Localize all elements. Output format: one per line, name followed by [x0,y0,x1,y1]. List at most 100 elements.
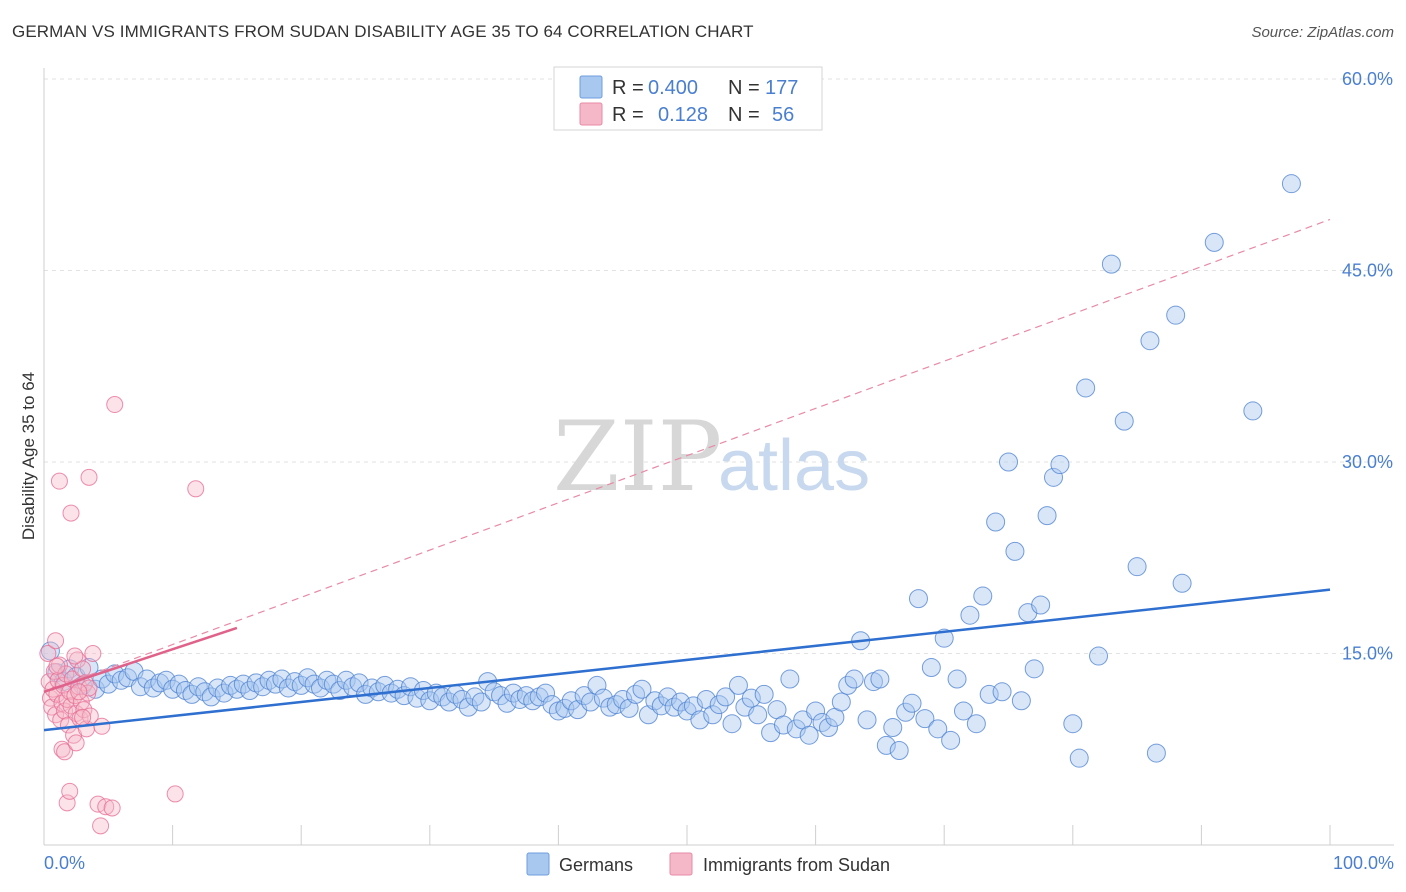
data-point [240,681,260,701]
data-point [986,512,1006,532]
stats-r-label-germans: R = [612,77,644,99]
data-point [497,693,517,713]
data-point [67,734,85,752]
data-point [97,798,115,816]
data-point [889,741,909,761]
data-point [53,740,71,758]
data-point [844,669,864,689]
data-point [870,669,890,689]
x-tick-label-max: 100.0% [1333,853,1394,873]
data-point [883,718,903,738]
legend-label-sudan: Immigrants from Sudan [703,855,890,875]
data-point [966,714,986,734]
data-point [80,468,98,486]
trend-lines [43,218,1331,732]
data-point [748,705,768,725]
data-point [61,782,79,800]
data-point [1243,401,1263,421]
stats-n-label-sudan: N = [728,104,760,126]
data-point [166,785,184,803]
data-point [973,586,993,606]
data-point [188,677,208,697]
data-point [928,719,948,739]
data-point [330,681,350,701]
data-point [1166,305,1186,325]
data-point [831,692,851,712]
data-point [1044,467,1064,487]
data-point [92,817,110,835]
data-point [84,645,102,662]
data-point [1114,411,1134,431]
data-point [471,692,491,712]
y-tick-label: 60.0% [1342,69,1393,89]
data-point [1089,646,1109,666]
x-tick-label-min: 0.0% [44,853,85,873]
stats-r-value-germans: 0.400 [648,77,698,99]
data-point [606,695,626,715]
series-sudan [39,396,205,835]
data-point [1063,714,1083,734]
data-point [420,691,440,711]
data-point [934,628,954,648]
data-point [716,687,736,707]
data-point [818,718,838,738]
stats-legend: R = 0.400 N = 177 R = 0.128 N = 56 [553,66,823,131]
stats-r-value-sudan: 0.128 [658,104,708,126]
data-point [1101,254,1121,274]
data-point [349,673,369,693]
data-point [1146,743,1166,763]
data-point [581,692,601,712]
data-point [619,698,639,718]
data-point [1031,595,1051,615]
data-point [947,669,967,689]
stats-r-label-sudan: R = [612,104,644,126]
data-point [70,683,88,701]
data-point [39,645,57,662]
data-point [992,682,1012,702]
data-point [754,684,774,704]
watermark-atlas: atlas [718,426,870,506]
data-point [902,693,922,713]
data-point [632,679,652,699]
data-point [915,709,935,729]
data-point [812,712,832,732]
data-point [1005,541,1025,561]
watermark-zip: ZIP [553,401,722,513]
data-point [98,674,118,694]
data-point [74,660,92,678]
stats-n-label-germans: N = [728,77,760,99]
data-point [1011,691,1031,711]
data-point [1172,573,1192,593]
source-label: Source: ZipAtlas.com [1251,24,1394,41]
data-point [40,641,60,661]
data-point [62,504,80,522]
data-point [690,710,710,730]
data-point [56,743,74,761]
stats-n-value-germans: 177 [765,77,798,99]
data-point [1069,748,1089,768]
legend-swatch-germans [526,852,550,876]
y-tick-label: 45.0% [1342,261,1393,281]
data-point [1076,378,1096,398]
data-point [780,669,800,689]
data-point [587,675,607,695]
chart-title: GERMAN VS IMMIGRANTS FROM SUDAN DISABILI… [12,22,754,41]
y-tick-label: 30.0% [1342,452,1393,472]
bottom-legend: Germans Immigrants from Sudan [526,852,890,876]
data-point [664,697,684,717]
data-point [722,714,742,734]
data-point [626,684,646,704]
data-point [80,679,98,697]
y-axis-tick-labels: 15.0% 30.0% 45.0% 60.0% [1342,69,1393,664]
data-point [47,632,65,650]
trend-line-sudan-extended [43,218,1331,693]
data-point [50,472,68,490]
data-point [465,687,485,707]
data-point [214,683,234,703]
data-point [458,697,478,717]
trend-line-germans [43,588,1331,732]
data-point [960,605,980,625]
data-point [799,725,819,745]
legend-label-germans: Germans [559,855,633,875]
